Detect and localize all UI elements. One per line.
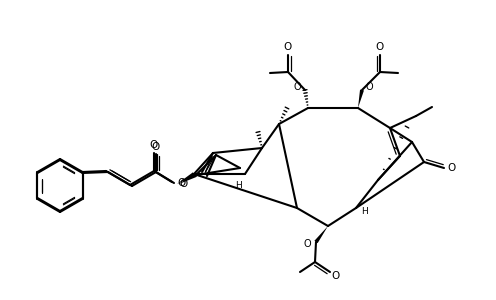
Text: O: O (376, 42, 384, 52)
Text: H: H (361, 208, 368, 217)
Text: O: O (332, 271, 340, 281)
Text: O: O (284, 42, 292, 52)
Text: O: O (448, 163, 456, 173)
Text: O: O (366, 82, 373, 92)
Text: O: O (179, 179, 187, 189)
Text: H: H (236, 182, 243, 190)
Polygon shape (179, 173, 197, 184)
Text: O: O (150, 140, 158, 150)
Polygon shape (177, 172, 195, 184)
Polygon shape (314, 226, 328, 243)
Text: O: O (293, 82, 301, 92)
Text: O: O (177, 178, 185, 188)
Polygon shape (358, 90, 364, 108)
Text: O: O (152, 142, 160, 152)
Text: O: O (304, 239, 311, 249)
